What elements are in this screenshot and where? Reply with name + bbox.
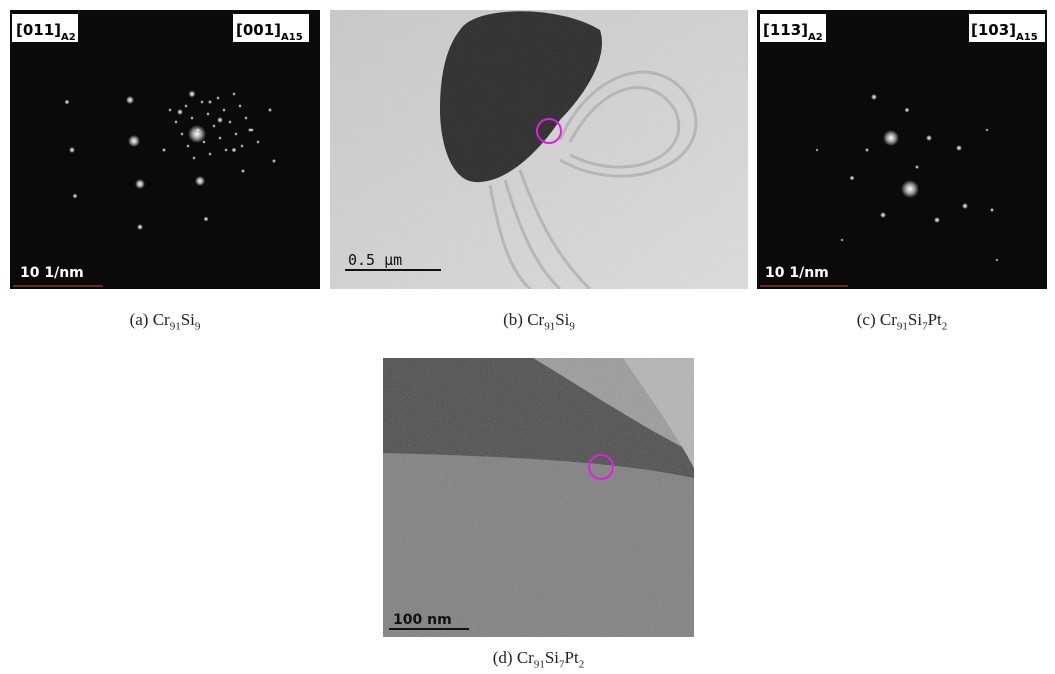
caption: (d) Cr91Si7Pt2: [383, 648, 694, 670]
scale-bar: [13, 285, 103, 287]
caption: (c) Cr91Si7Pt2: [757, 310, 1047, 332]
element: Pt: [564, 648, 579, 667]
tem-image: 0.5 μm: [330, 10, 748, 289]
element: Cr: [516, 648, 534, 667]
element: Si: [555, 310, 570, 329]
caption: (b) Cr91Si9: [330, 310, 748, 332]
subscript: 91: [533, 658, 545, 671]
scale-bar-label: 10 1/nm: [765, 265, 829, 281]
caption-label: (b): [503, 310, 523, 329]
scale-bar: [760, 285, 848, 287]
caption-label: (d): [492, 648, 513, 667]
element: Si: [907, 310, 923, 329]
subscript: 7: [559, 658, 565, 671]
subscript: 2: [941, 320, 948, 333]
scale-bar-label: 10 1/nm: [20, 265, 84, 281]
scale-bar: [345, 269, 441, 271]
element: Si: [180, 310, 195, 329]
subscript: 91: [896, 320, 908, 333]
element: Cr: [527, 310, 545, 329]
caption-label: (a): [129, 310, 149, 329]
element: Si: [544, 648, 560, 667]
scale-bar-label: 0.5 μm: [348, 251, 402, 269]
element: Cr: [879, 310, 897, 329]
zone-label: [113]A2: [763, 21, 823, 43]
subscript: 2: [578, 658, 585, 671]
element: Pt: [927, 310, 942, 329]
subscript: 7: [922, 320, 928, 333]
subscript: 9: [194, 320, 201, 333]
zone-label: [011]A2: [16, 21, 76, 43]
subscript: 91: [544, 320, 556, 333]
caption-label: (c): [856, 310, 876, 329]
caption: (a) Cr91Si9: [10, 310, 320, 332]
zone-label: [001]A15: [236, 21, 303, 43]
subscript: 91: [169, 320, 181, 333]
scale-bar: [389, 628, 469, 630]
scale-bar-label: 100 nm: [393, 612, 452, 628]
element: Cr: [152, 310, 170, 329]
diffraction-image: [011]A2 [001]A15 10 1/nm: [10, 10, 320, 289]
zone-label: [103]A15: [971, 21, 1038, 43]
subscript: 9: [569, 320, 575, 333]
diffraction-image: [113]A2 [103]A15 10 1/nm: [757, 10, 1047, 289]
tem-image: 100 nm: [383, 358, 694, 637]
